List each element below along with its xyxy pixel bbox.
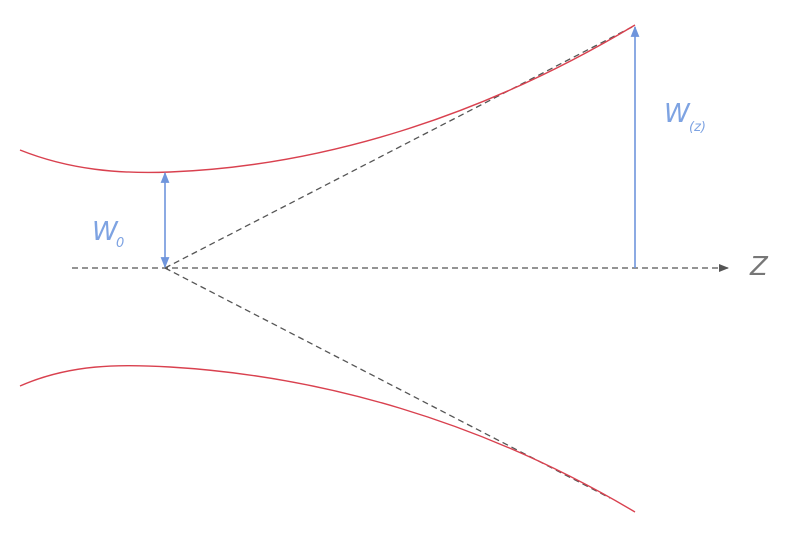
asymptote-upper [164,26,633,269]
radius-symbol: W [664,99,691,129]
axis-label: Z [749,252,769,282]
waist-subscript: 0 [116,236,124,251]
beam-envelope-lower [19,364,636,513]
waist-symbol: W [92,217,119,247]
asymptote-lower [164,267,611,499]
radius-subscript: (z) [689,120,706,135]
beam-envelope-upper [19,24,636,174]
